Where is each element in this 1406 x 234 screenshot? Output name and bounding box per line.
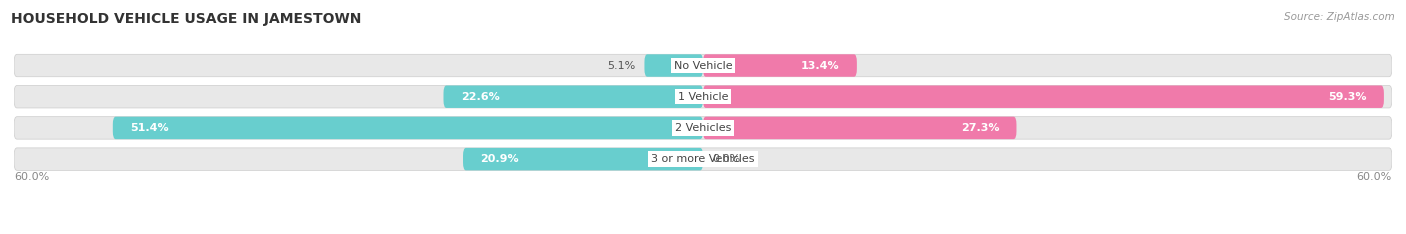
FancyBboxPatch shape [112, 117, 703, 139]
Text: 60.0%: 60.0% [14, 172, 49, 182]
Text: 59.3%: 59.3% [1329, 92, 1367, 102]
Text: 13.4%: 13.4% [801, 61, 839, 70]
FancyBboxPatch shape [703, 117, 1017, 139]
Text: 2 Vehicles: 2 Vehicles [675, 123, 731, 133]
Text: 60.0%: 60.0% [1357, 172, 1392, 182]
Text: Source: ZipAtlas.com: Source: ZipAtlas.com [1284, 12, 1395, 22]
Text: 27.3%: 27.3% [960, 123, 1000, 133]
FancyBboxPatch shape [703, 54, 856, 77]
FancyBboxPatch shape [14, 85, 1392, 108]
Text: 1 Vehicle: 1 Vehicle [678, 92, 728, 102]
FancyBboxPatch shape [14, 117, 1392, 139]
Text: 51.4%: 51.4% [129, 123, 169, 133]
Text: 5.1%: 5.1% [607, 61, 636, 70]
Text: No Vehicle: No Vehicle [673, 61, 733, 70]
FancyBboxPatch shape [14, 148, 1392, 170]
FancyBboxPatch shape [703, 85, 1384, 108]
Text: 20.9%: 20.9% [481, 154, 519, 164]
Text: 22.6%: 22.6% [461, 92, 499, 102]
FancyBboxPatch shape [443, 85, 703, 108]
Text: 3 or more Vehicles: 3 or more Vehicles [651, 154, 755, 164]
Text: HOUSEHOLD VEHICLE USAGE IN JAMESTOWN: HOUSEHOLD VEHICLE USAGE IN JAMESTOWN [11, 12, 361, 26]
FancyBboxPatch shape [644, 54, 703, 77]
Text: 0.0%: 0.0% [713, 154, 741, 164]
FancyBboxPatch shape [14, 54, 1392, 77]
FancyBboxPatch shape [463, 148, 703, 170]
